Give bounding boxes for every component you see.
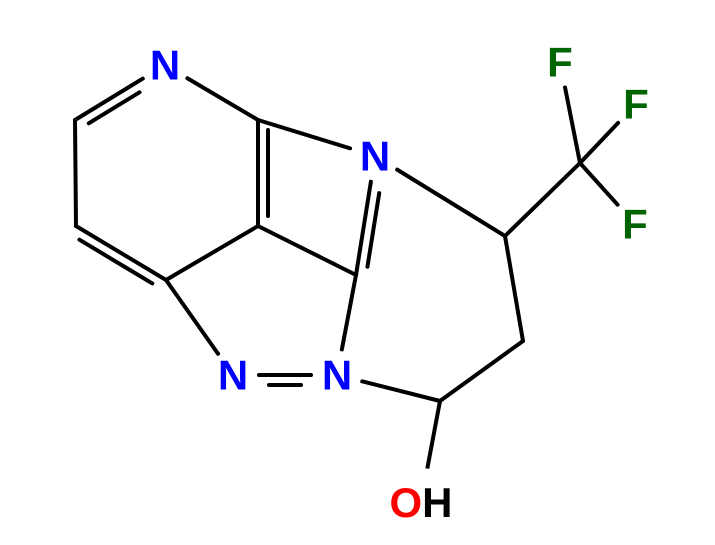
atom-label-n7: N <box>360 133 390 180</box>
atom-label-n9: N <box>218 352 248 399</box>
atom-label-n1: N <box>150 42 180 89</box>
atom-label-f16: F <box>623 81 649 128</box>
atom-label-f17: F <box>622 201 648 248</box>
molecule-diagram: N N N N OH F F F <box>0 0 715 545</box>
atom-label-f15: F <box>547 39 573 86</box>
atom-labels-layer: N N N N OH F F F <box>141 38 660 536</box>
bonds-layer <box>75 78 618 476</box>
atom-label-o12: OH <box>389 479 452 526</box>
atom-label-n10: N <box>322 352 352 399</box>
